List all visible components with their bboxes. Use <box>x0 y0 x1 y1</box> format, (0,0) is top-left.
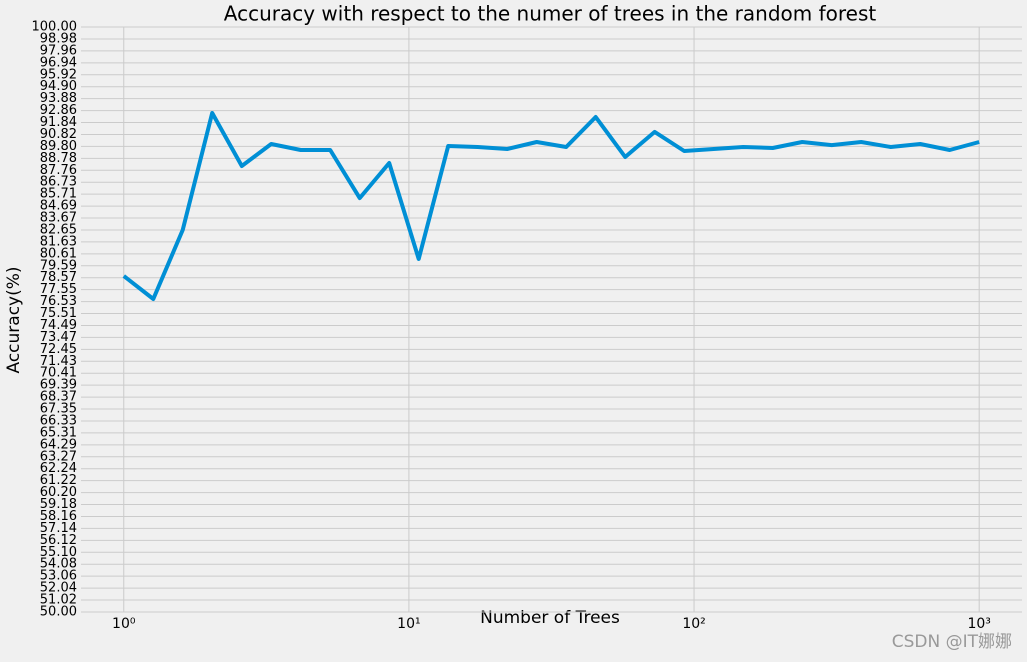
y-tick-label: 66.33 <box>40 413 77 428</box>
y-tick-label: 91.84 <box>40 115 77 130</box>
y-tick-label: 80.61 <box>40 246 77 261</box>
y-tick-label: 93.88 <box>40 91 77 106</box>
y-tick-label: 98.98 <box>40 31 77 46</box>
y-tick-label: 83.67 <box>40 211 77 226</box>
y-tick-label: 67.35 <box>40 402 77 417</box>
y-tick-label: 73.47 <box>40 330 77 345</box>
y-tick-label: 54.08 <box>40 557 77 572</box>
y-tick-label: 85.71 <box>40 187 77 202</box>
y-tick-label: 63.27 <box>40 449 77 464</box>
y-tick-label: 84.69 <box>40 199 77 214</box>
y-tick-label: 89.80 <box>40 139 77 154</box>
chart-title: Accuracy with respect to the numer of tr… <box>224 2 877 26</box>
y-tick-label: 51.02 <box>40 593 77 608</box>
y-tick-label: 75.51 <box>40 306 77 321</box>
y-tick-label: 62.24 <box>40 461 77 476</box>
y-tick-label: 68.37 <box>40 390 77 405</box>
y-tick-label: 77.55 <box>40 282 77 297</box>
y-tick-label: 55.10 <box>40 545 77 560</box>
y-tick-label: 61.22 <box>40 473 77 488</box>
y-tick-label: 79.59 <box>40 258 77 273</box>
y-tick-label: 82.65 <box>40 222 77 237</box>
y-tick-label: 71.43 <box>40 354 77 369</box>
y-tick-label: 56.12 <box>40 533 77 548</box>
y-tick-label: 60.20 <box>40 485 77 500</box>
y-tick-label: 59.18 <box>40 497 77 512</box>
y-tick-label: 78.57 <box>40 270 77 285</box>
y-tick-label: 97.96 <box>40 43 77 58</box>
y-axis-label: Accuracy(%) <box>4 266 24 373</box>
y-tick-label: 69.39 <box>40 378 77 393</box>
y-tick-label: 86.73 <box>40 175 77 190</box>
y-tick-label: 65.31 <box>40 425 77 440</box>
y-tick-label: 58.16 <box>40 509 77 524</box>
y-tick-label: 70.41 <box>40 366 77 381</box>
x-tick-label: 10¹ <box>397 616 420 632</box>
y-tick-label: 96.94 <box>40 55 77 70</box>
x-tick-label: 10² <box>682 616 705 632</box>
y-tick-label: 52.04 <box>40 581 77 596</box>
y-tick-label: 87.76 <box>40 163 77 178</box>
x-tick-label: 10³ <box>967 616 990 632</box>
y-tick-label: 74.49 <box>40 318 77 333</box>
y-tick-label: 64.29 <box>40 437 77 452</box>
y-tick-label: 95.92 <box>40 67 77 82</box>
y-tick-label: 100.00 <box>32 20 78 35</box>
y-tick-label: 50.00 <box>40 605 77 620</box>
x-axis-label: Number of Trees <box>480 608 620 628</box>
y-tick-label: 72.45 <box>40 342 77 357</box>
y-tick-label: 94.90 <box>40 79 77 94</box>
y-tick-label: 81.63 <box>40 234 77 249</box>
data-line <box>122 111 980 301</box>
x-tick-label: 10⁰ <box>112 616 136 632</box>
y-tick-label: 92.86 <box>40 103 77 118</box>
watermark: CSDN @IT娜娜 <box>892 632 1012 652</box>
y-tick-label: 57.14 <box>40 521 77 536</box>
y-tick-label: 53.06 <box>40 569 77 584</box>
y-tick-label: 88.78 <box>40 151 77 166</box>
y-tick-label: 90.82 <box>40 127 77 142</box>
y-tick-label: 76.53 <box>40 294 77 309</box>
